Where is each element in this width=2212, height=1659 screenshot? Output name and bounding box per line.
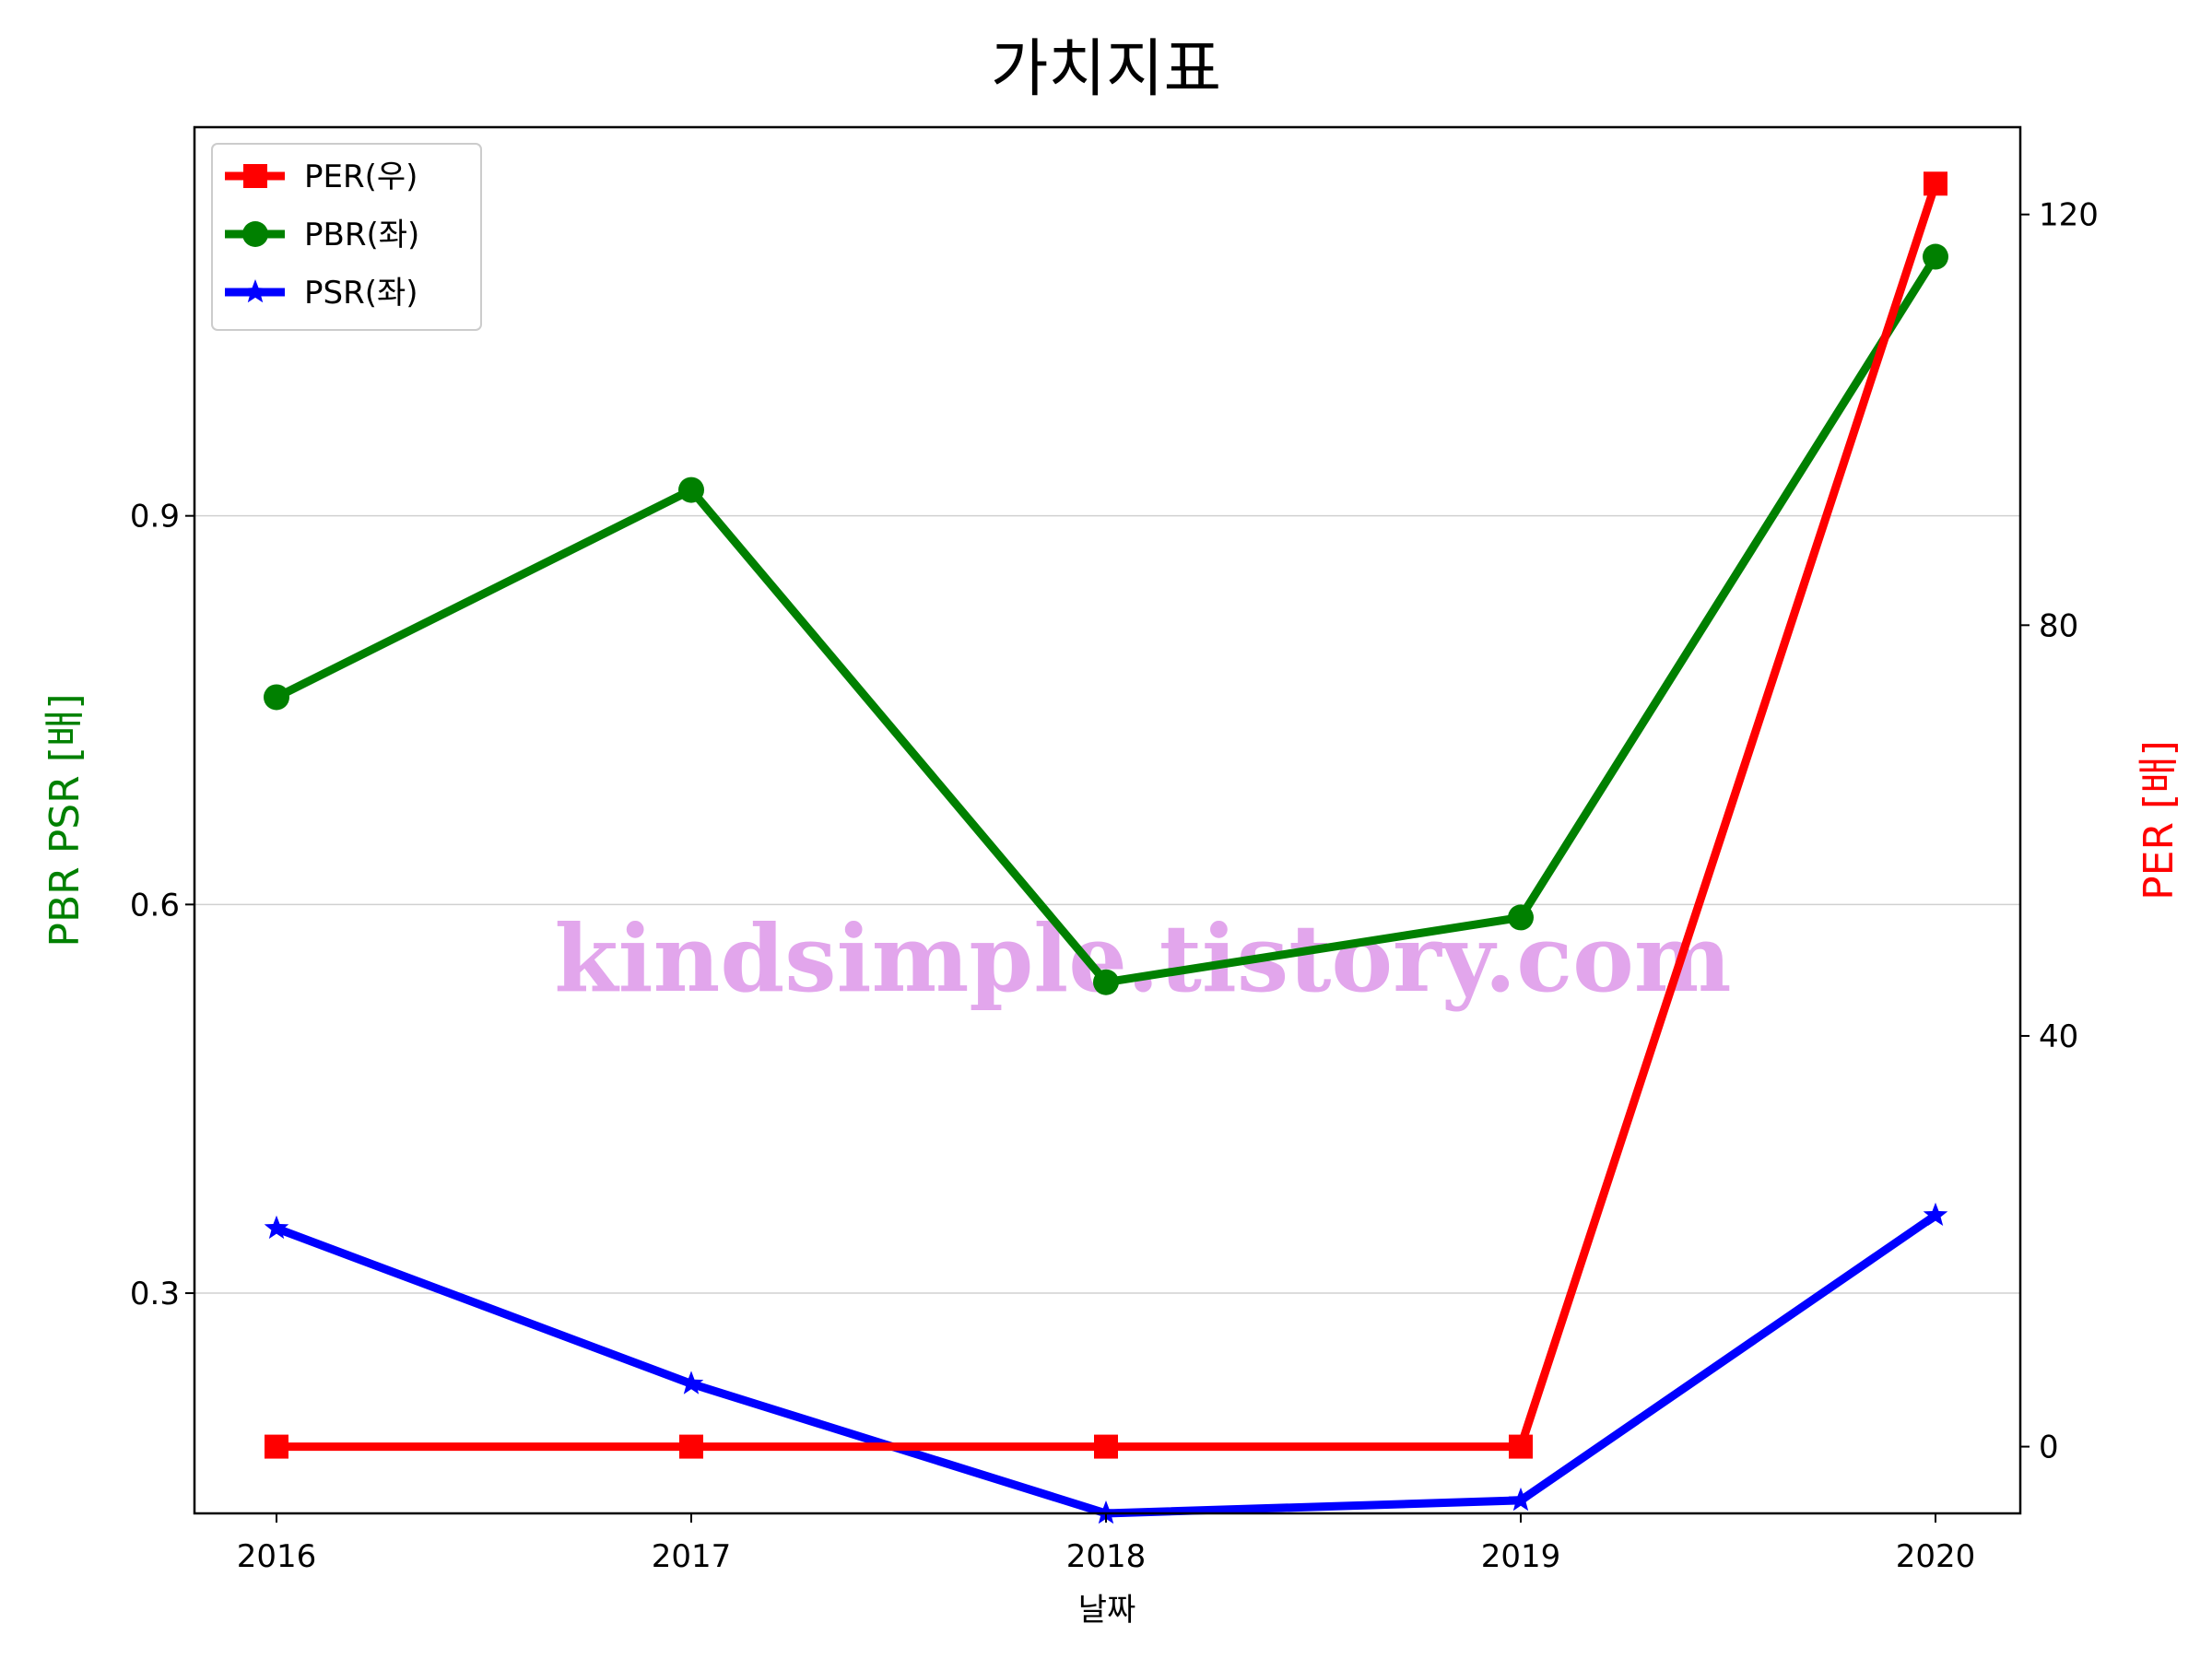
legend-swatch-marker xyxy=(242,221,268,247)
per-point xyxy=(1509,1434,1533,1459)
legend-box xyxy=(211,143,482,331)
y-axis-right: 0 40 80 120 xyxy=(2020,197,2099,1466)
pbr-point xyxy=(1093,969,1119,995)
per-point xyxy=(679,1434,703,1459)
x-tick-label: 2018 xyxy=(1066,1538,1147,1575)
y-axis-left: 0.3 0.6 0.9 xyxy=(130,499,194,1312)
psr-point xyxy=(1923,1202,1948,1226)
legend: PER(우) PBR(좌) PSR(좌) xyxy=(211,143,482,331)
psr-point xyxy=(264,1215,289,1240)
pbr-point xyxy=(1923,243,1948,270)
pbr-point xyxy=(264,684,289,711)
x-axis: 2016 2017 2018 2019 2020 xyxy=(237,1513,1976,1575)
x-tick-label: 2016 xyxy=(237,1538,317,1575)
plot-frame xyxy=(193,125,2022,1515)
watermark-text: kindsimple.tistory.com xyxy=(554,904,1731,1013)
psr-point xyxy=(1093,1500,1119,1524)
grid-lines xyxy=(194,514,2020,1294)
legend-swatch-marker xyxy=(243,164,267,188)
y-right-tick-label: 40 xyxy=(2039,1018,2078,1055)
pbr-series xyxy=(264,243,1948,995)
watermark: kindsimple.tistory.com xyxy=(554,904,1731,1013)
psr-line xyxy=(272,1211,1940,1518)
x-tick-label: 2017 xyxy=(652,1538,732,1575)
y-left-tick-label: 0.3 xyxy=(130,1276,180,1312)
chart-title: 가치지표 xyxy=(991,33,1221,106)
per-point xyxy=(1924,171,1947,196)
psr-point xyxy=(1508,1487,1534,1512)
pbr-point xyxy=(678,477,704,503)
per-series xyxy=(265,171,1947,1459)
legend-swatch-marker xyxy=(242,279,268,303)
series-layer xyxy=(264,171,1948,1524)
y-right-tick-label: 120 xyxy=(2039,197,2099,234)
y-axis-left-label: PBR PSR [배] xyxy=(41,693,88,947)
legend-label: PSR(좌) xyxy=(304,275,418,312)
per-line xyxy=(272,179,1940,1452)
x-tick-label: 2020 xyxy=(1896,1538,1976,1575)
y-right-tick-label: 80 xyxy=(2039,607,2078,644)
y-left-tick-label: 0.6 xyxy=(130,887,180,924)
y-left-tick-label: 0.9 xyxy=(130,499,180,535)
legend-label: PBR(좌) xyxy=(304,217,419,253)
per-point xyxy=(1094,1434,1118,1459)
psr-series xyxy=(264,1202,1948,1524)
pbr-point xyxy=(1508,904,1534,931)
x-tick-label: 2019 xyxy=(1481,1538,1561,1575)
per-point xyxy=(265,1434,288,1459)
psr-point xyxy=(678,1371,704,1394)
x-axis-label: 날짜 xyxy=(1078,1592,1136,1629)
y-right-tick-label: 0 xyxy=(2039,1430,2059,1466)
y-axis-right-label: PER [배] xyxy=(2136,740,2183,900)
pbr-line xyxy=(272,253,1940,987)
legend-label: PER(우) xyxy=(304,159,418,195)
